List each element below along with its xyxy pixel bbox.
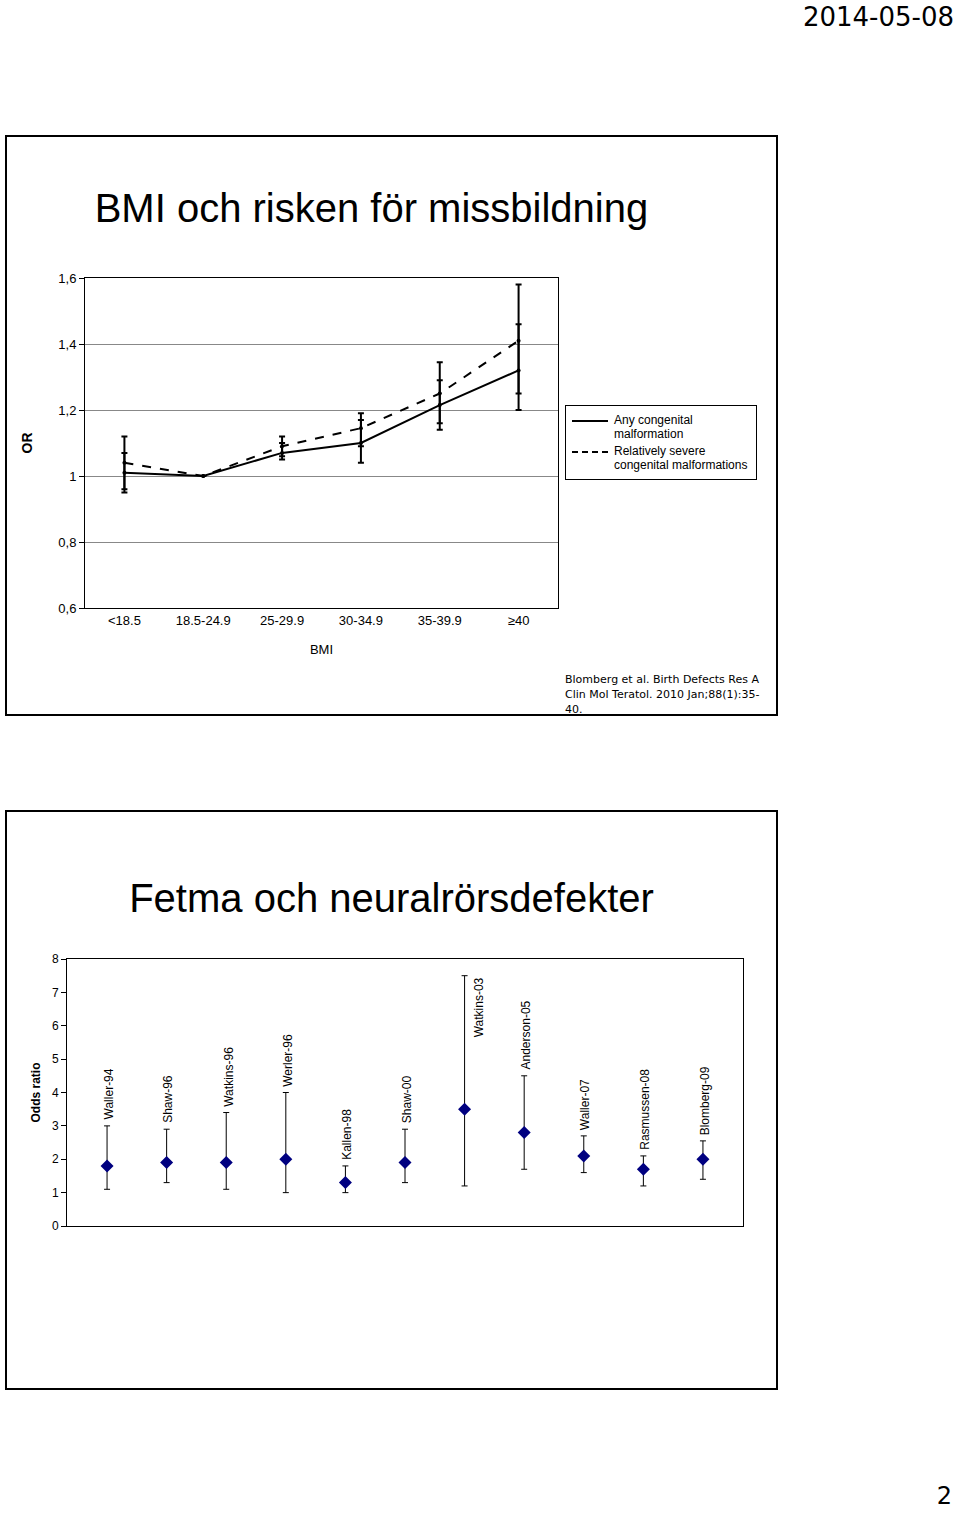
svg-text:18.5-24.9: 18.5-24.9 (176, 613, 231, 628)
html-text:Relatively severe congenital m: Relatively severe congenital malformatio… (614, 444, 748, 472)
svg-text:2: 2 (52, 1152, 59, 1166)
svg-text:Shaw-00: Shaw-00 (400, 1076, 414, 1124)
svg-text:0,8: 0,8 (58, 535, 76, 550)
svg-text:Shaw-96: Shaw-96 (161, 1075, 175, 1123)
svg-text:4: 4 (52, 1086, 59, 1100)
html-text:2: 2 (936, 1482, 952, 1510)
svg-text:35-39.9: 35-39.9 (418, 613, 462, 628)
svg-text:<18.5: <18.5 (108, 613, 141, 628)
svg-text:≥40: ≥40 (508, 613, 530, 628)
svg-text:30-34.9: 30-34.9 (339, 613, 383, 628)
svg-text:BMI och risken för missbildnin: BMI och risken för missbildning (95, 186, 649, 230)
svg-text:3: 3 (52, 1119, 59, 1133)
html-text:2014-05-08: 2014-05-08 (802, 2, 954, 32)
svg-text:5: 5 (52, 1052, 59, 1066)
svg-text:Watkins-03: Watkins-03 (472, 977, 486, 1037)
svg-text:1: 1 (52, 1186, 59, 1200)
svg-text:7: 7 (52, 986, 59, 1000)
svg-text:0: 0 (52, 1219, 59, 1233)
svg-text:1,6: 1,6 (58, 271, 76, 286)
svg-text:Blomberg-09: Blomberg-09 (698, 1066, 712, 1135)
svg-text:8: 8 (52, 952, 59, 966)
svg-text:OR: OR (19, 433, 35, 454)
svg-text:Waller-94: Waller-94 (102, 1068, 116, 1119)
svg-text:Werler-96: Werler-96 (281, 1034, 295, 1087)
svg-text:Anderson-05: Anderson-05 (519, 1000, 533, 1069)
html-text:Any congenital malformation: Any congenital malformation (614, 413, 693, 441)
svg-text:0,6: 0,6 (58, 601, 76, 616)
svg-text:1: 1 (69, 469, 76, 484)
svg-text:Watkins-96: Watkins-96 (222, 1047, 236, 1107)
svg-text:Fetma och neuralrörsdefekter: Fetma och neuralrörsdefekter (129, 876, 654, 920)
svg-text:1,2: 1,2 (58, 403, 76, 418)
svg-text:Odds ratio: Odds ratio (29, 1062, 43, 1122)
svg-text:Rasmussen-08: Rasmussen-08 (638, 1069, 652, 1150)
svg-text:1,4: 1,4 (58, 337, 76, 352)
svg-text:25-29.9: 25-29.9 (260, 613, 304, 628)
svg-text:Waller-07: Waller-07 (578, 1079, 592, 1130)
html-text:Blomberg et al. Birth Defects: Blomberg et al. Birth Defects Res A Clin… (565, 673, 760, 716)
svg-text:Kallen-98: Kallen-98 (340, 1109, 354, 1160)
svg-text:6: 6 (52, 1019, 59, 1033)
svg-text:BMI: BMI (310, 642, 333, 657)
